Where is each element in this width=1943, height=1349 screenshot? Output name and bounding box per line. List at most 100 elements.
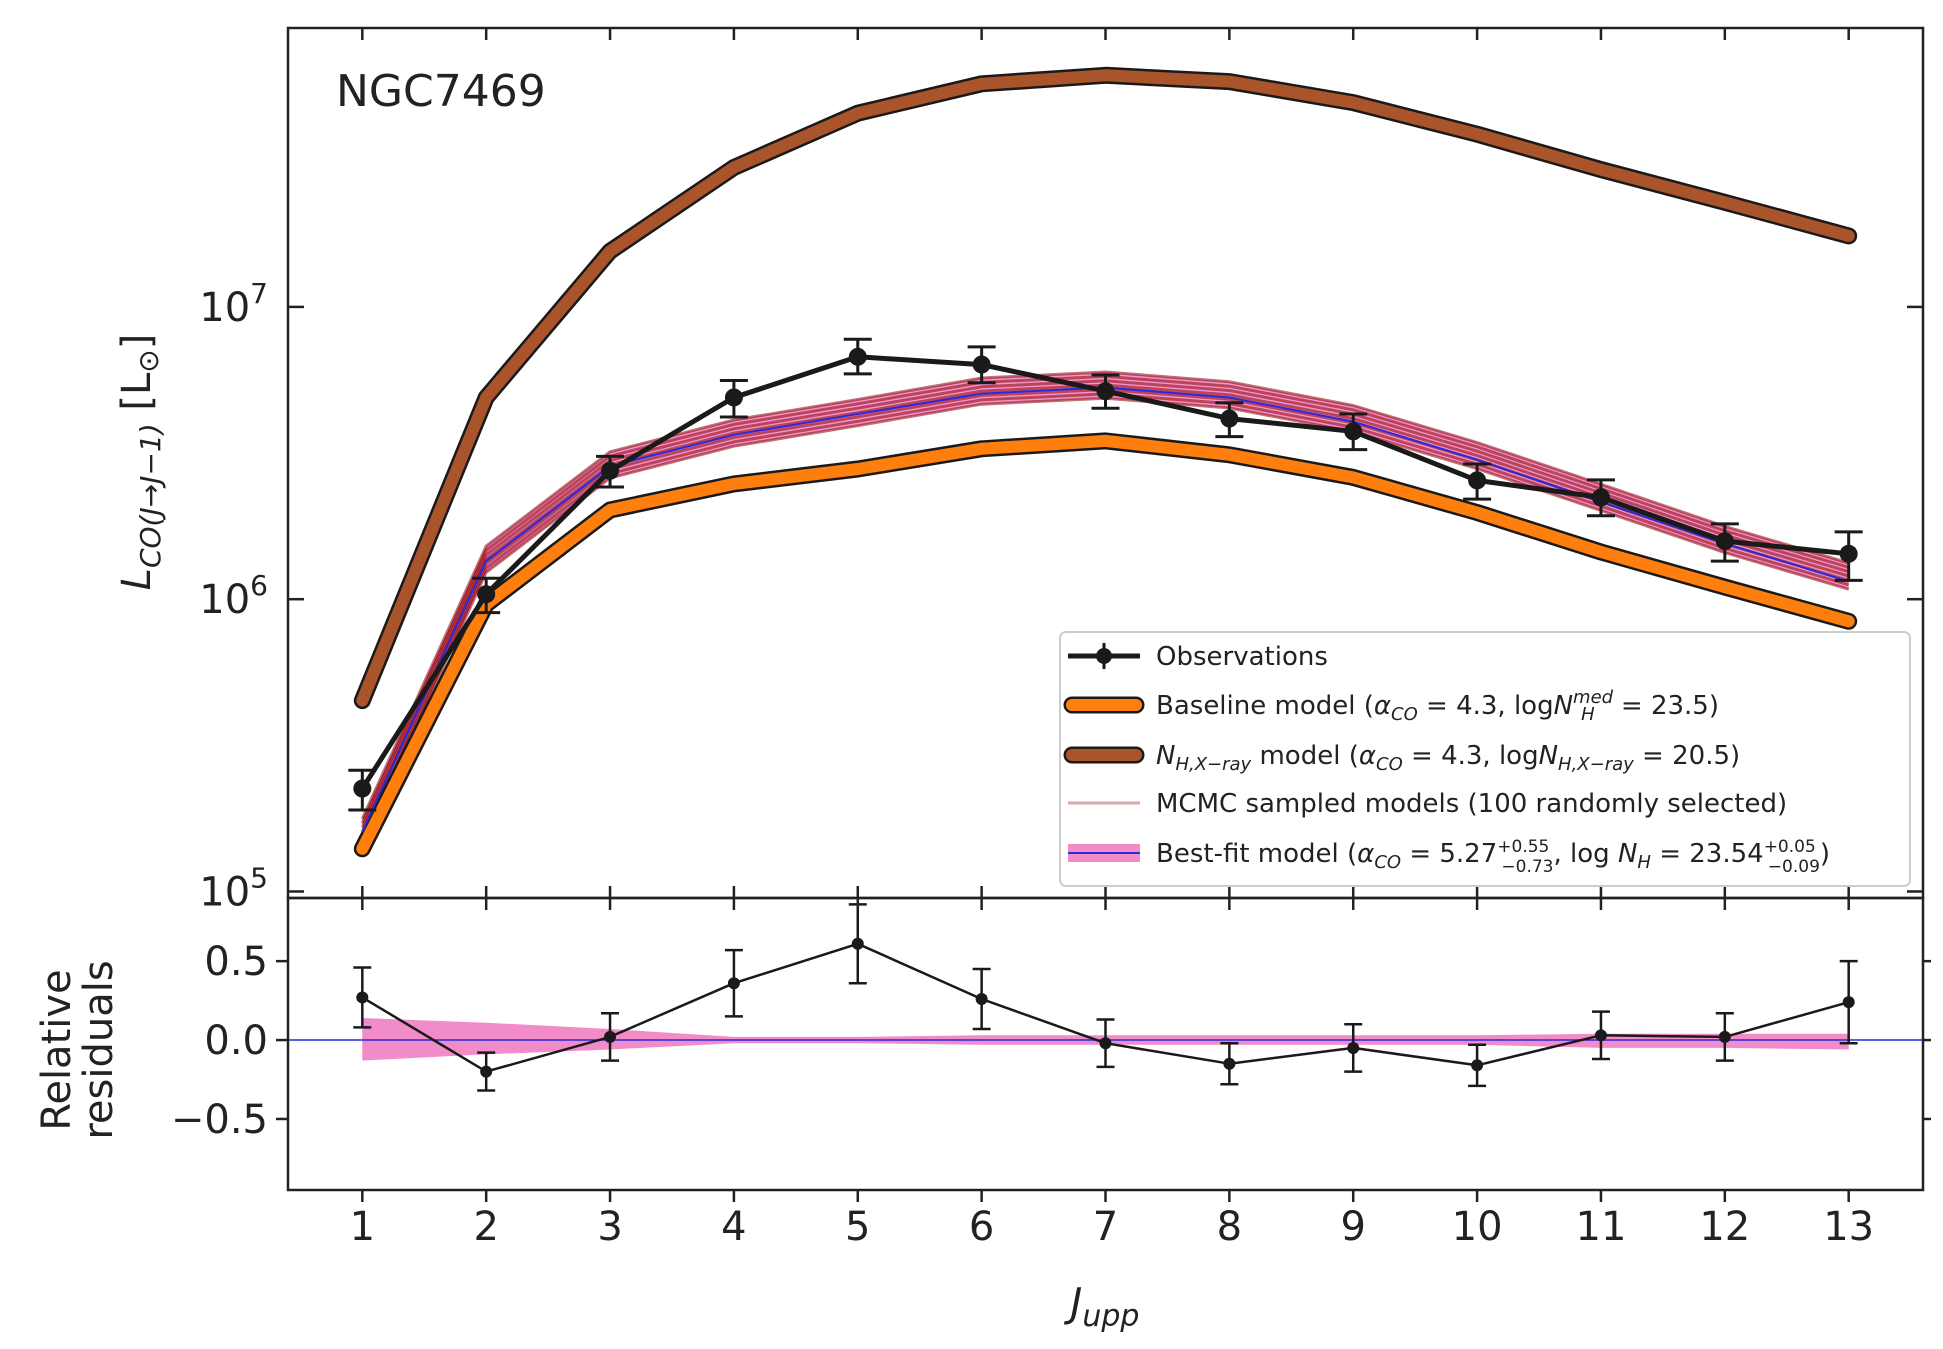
residual-point: [480, 1065, 493, 1078]
x-tick-label: 1: [350, 1204, 375, 1250]
residual-point: [1347, 1041, 1360, 1054]
observation-point: [1096, 382, 1115, 401]
ylabel-L: L: [114, 568, 160, 590]
ylabel-unit: [L: [114, 372, 160, 423]
legend-text-part: = 23.54: [1651, 839, 1764, 869]
residual-point: [604, 1030, 617, 1043]
residual-y-tick-label: −0.5: [171, 1097, 268, 1143]
residual-series: [353, 903, 1858, 1092]
x-tick-label: 4: [721, 1204, 746, 1250]
residual-point: [975, 993, 988, 1006]
legend-label-baseline: Baseline model (αCO = 4.3, logNmed H = 23…: [1156, 687, 1719, 725]
legend-N: N: [1618, 839, 1637, 869]
xlabel-J: J: [1064, 1280, 1083, 1326]
x-tick-label: 6: [969, 1204, 994, 1250]
residual-point: [1842, 996, 1855, 1009]
residual-point: [1223, 1057, 1236, 1070]
main-ticks: 105 106 107: [199, 28, 1923, 915]
legend-text-part: Best-fit model (: [1156, 839, 1357, 869]
xlabel-sub: upp: [1082, 1299, 1139, 1334]
observation-point: [1344, 422, 1363, 441]
tick-base: 10: [199, 869, 250, 915]
ylabel-line: residuals: [76, 960, 122, 1139]
residual-point: [356, 991, 369, 1004]
observation-point: [1468, 471, 1487, 490]
observation-point: [1839, 544, 1858, 563]
legend-sup: +0.55: [1497, 837, 1549, 857]
x-tick-label: 8: [1217, 1204, 1242, 1250]
residual-y-tick-label: 0.0: [204, 1018, 268, 1064]
legend-text-part: , log: [1554, 839, 1618, 869]
legend-sup: +0.05: [1764, 837, 1816, 857]
legend-sub: CO: [1374, 852, 1401, 873]
residual-point: [727, 977, 740, 990]
legend-observations-marker: [1096, 648, 1112, 664]
x-tick-label: 10: [1452, 1204, 1503, 1250]
ylabel-close: ]: [114, 334, 160, 350]
x-tick-label: 2: [473, 1204, 498, 1250]
residual-point: [1471, 1059, 1484, 1072]
legend-sup: med: [1573, 687, 1614, 708]
legend-sub: H: [1581, 704, 1595, 725]
legend-alpha: α: [1357, 839, 1374, 869]
residual-point: [851, 937, 864, 950]
observation-point: [724, 388, 743, 407]
residual-y-label-text: Relativeresiduals: [34, 960, 122, 1139]
residual-y-axis-label: Relativeresiduals: [34, 960, 122, 1139]
legend-sub: CO: [1376, 754, 1403, 775]
main-panel: 105 106 107 NGC7469 LCO(J→J−1) [L⊙] Observ…: [114, 26, 1925, 915]
legend-text-part: = 4.3, log: [1403, 741, 1539, 771]
observation-point: [477, 585, 496, 604]
legend-N: N: [1554, 691, 1573, 721]
ylabel-line: Relative: [34, 969, 80, 1130]
panel-title: NGC7469: [336, 66, 546, 117]
x-tick-label: 5: [845, 1204, 870, 1250]
main-y-axis-label: LCO(J→J−1) [L⊙]: [114, 334, 167, 591]
main-y-tick-label: 106: [199, 569, 268, 623]
legend-sub: H,X−ray: [1558, 754, 1634, 775]
legend-N: N: [1156, 741, 1175, 771]
nh-xray-model-line: [356, 69, 1855, 707]
legend-sub: H,X−ray: [1175, 754, 1251, 775]
legend-sub: CO: [1391, 704, 1418, 725]
tick-exponent: 7: [250, 277, 268, 310]
legend-label-observations: Observations: [1156, 642, 1328, 672]
residual-panel: 1 2 3 4 5 6 7 8 9 10 11 12 130.50.0−0.5 Relativeresi…: [34, 896, 1931, 1334]
residual-point: [1099, 1037, 1112, 1050]
legend-sub: −0.73: [1501, 857, 1553, 877]
legend-alpha: α: [1374, 691, 1391, 721]
residual-y-tick-label: 0.5: [204, 939, 268, 985]
observation-point: [848, 347, 867, 366]
main-y-tick-label: 107: [199, 277, 268, 331]
legend-label-nh-xray: NH,X−ray model (αCO = 4.3, logNH,X−ray =…: [1156, 741, 1740, 775]
legend-text-part: model (: [1251, 741, 1359, 771]
tick-exponent: 6: [250, 569, 268, 602]
observation-point: [353, 779, 372, 798]
observation-point: [972, 355, 991, 374]
legend-N: N: [1539, 741, 1558, 771]
observation-point: [1591, 488, 1610, 507]
ylabel-subscript: CO(J→J−1): [134, 423, 167, 568]
residual-ticks: 1 2 3 4 5 6 7 8 9 10 11 12 130.50.0−0.5: [171, 898, 1931, 1250]
ylabel-sun: ⊙: [132, 349, 165, 372]
baseline-model-line: [356, 434, 1855, 855]
legend-text-part: ): [1820, 839, 1830, 869]
main-y-label-text: LCO(J→J−1) [L⊙]: [114, 334, 167, 591]
legend-text-part: = 23.5): [1613, 691, 1719, 721]
x-tick-label: 13: [1823, 1204, 1874, 1250]
tick-exponent: 5: [250, 861, 268, 894]
legend-text-part: = 4.3, log: [1418, 691, 1554, 721]
legend-text-part: = 20.5): [1634, 741, 1740, 771]
legend-label-mcmc: MCMC sampled models (100 randomly select…: [1156, 789, 1787, 819]
x-tick-label: 9: [1341, 1204, 1366, 1250]
legend-text-part: = 5.27: [1401, 839, 1497, 869]
legend: Observations Baseline model (αCO = 4.3, l…: [1059, 631, 1911, 887]
x-tick-label: 12: [1699, 1204, 1750, 1250]
x-axis-label: Jupp: [1064, 1280, 1140, 1334]
legend-alpha: α: [1359, 741, 1376, 771]
x-tick-label: 3: [597, 1204, 622, 1250]
legend-sub: H: [1637, 852, 1651, 873]
observation-point: [601, 461, 620, 480]
x-label-text: Jupp: [1064, 1280, 1140, 1334]
